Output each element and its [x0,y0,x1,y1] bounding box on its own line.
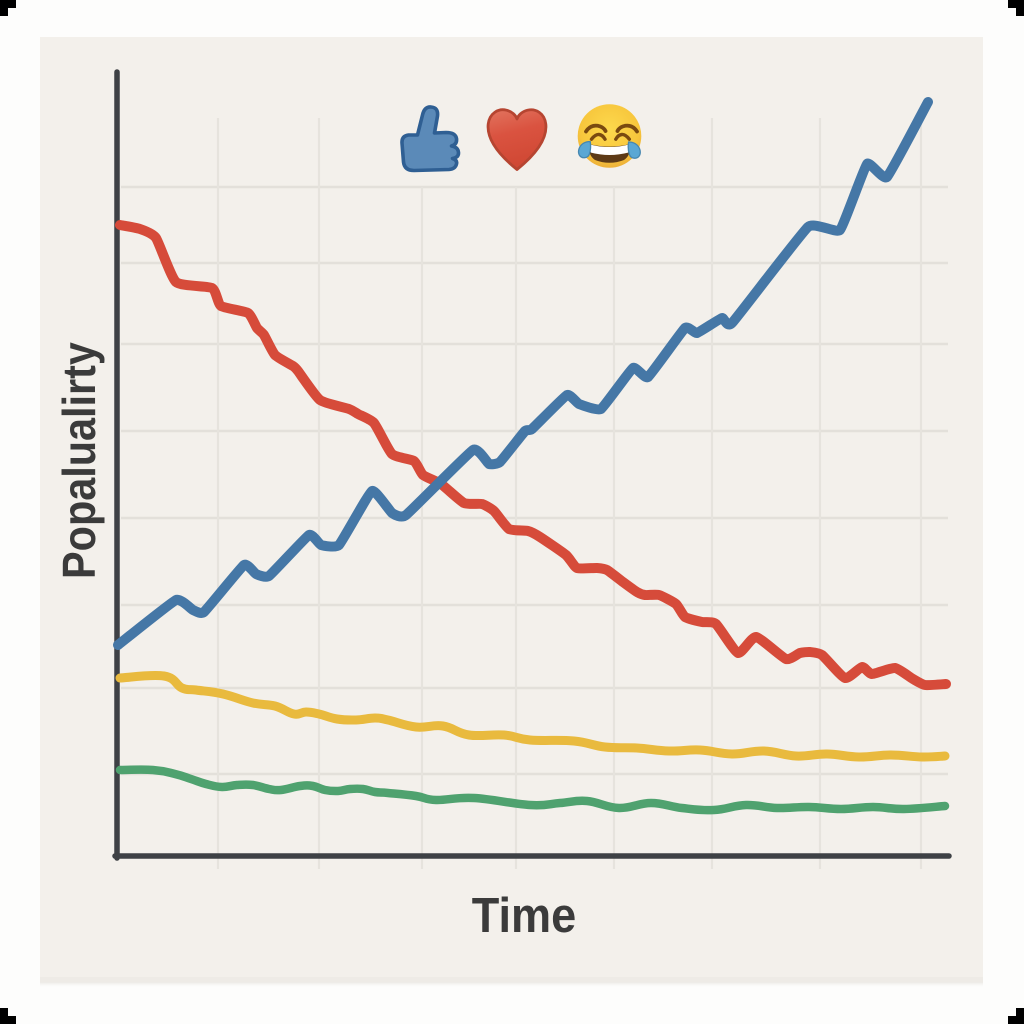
svg-text:Popalualirty: Popalualirty [54,341,106,579]
svg-text:Time: Time [472,887,576,942]
